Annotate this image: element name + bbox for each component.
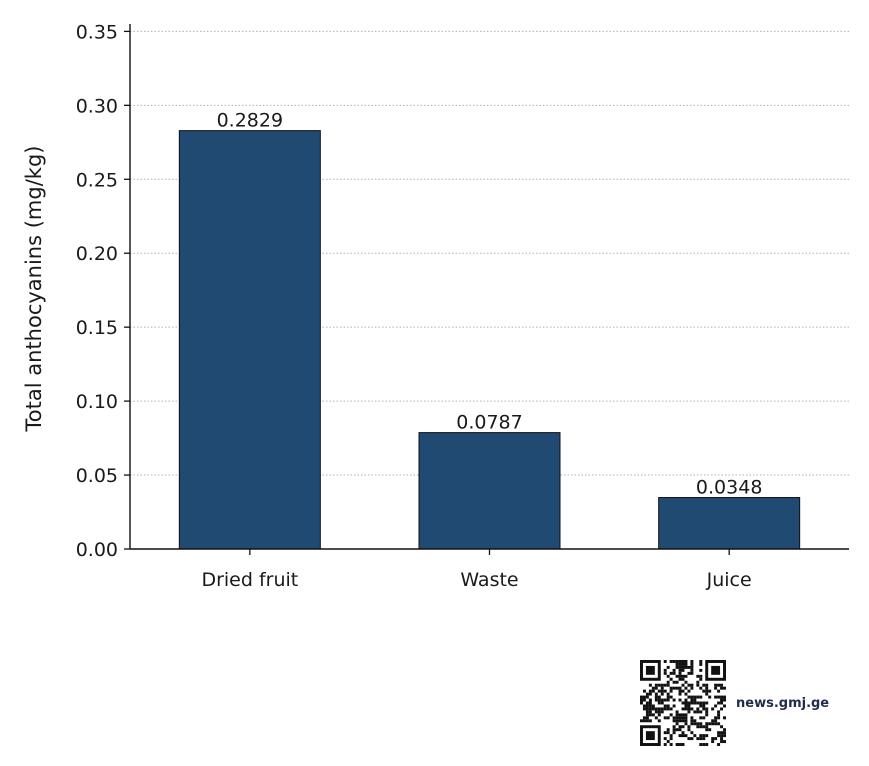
data-label: 0.2829 xyxy=(217,110,283,132)
y-tick-label: 0.05 xyxy=(76,465,118,487)
y-tick-label: 0.00 xyxy=(76,539,118,561)
x-ticks: Dried fruit Waste Juice xyxy=(201,549,752,591)
bar xyxy=(658,497,801,550)
data-label: 0.0348 xyxy=(696,477,762,499)
y-tick-label: 0.10 xyxy=(76,391,118,413)
bar xyxy=(418,432,561,550)
x-tick-label: Waste xyxy=(460,569,518,591)
y-axis-label: Total anthocyanins (mg/kg) xyxy=(22,146,46,433)
qr-code-icon xyxy=(640,660,726,746)
y-tick-label: 0.20 xyxy=(76,243,118,265)
data-labels: 0.2829 0.0787 0.0348 xyxy=(217,110,763,499)
bars xyxy=(178,130,801,550)
y-tick-label: 0.15 xyxy=(76,317,118,339)
bar xyxy=(178,130,321,550)
y-tick-label: 0.35 xyxy=(76,21,118,43)
y-tick-label: 0.25 xyxy=(76,169,118,191)
data-label: 0.0787 xyxy=(456,412,522,434)
site-url: news.gmj.ge xyxy=(736,695,830,711)
y-tick-label: 0.30 xyxy=(76,95,118,117)
x-tick-label: Juice xyxy=(706,569,752,591)
x-tick-label: Dried fruit xyxy=(201,569,298,591)
y-ticks: 0.00 0.05 0.10 0.15 0.20 0.25 0.30 0.35 xyxy=(76,21,130,561)
footer: news.gmj.ge xyxy=(640,660,829,746)
